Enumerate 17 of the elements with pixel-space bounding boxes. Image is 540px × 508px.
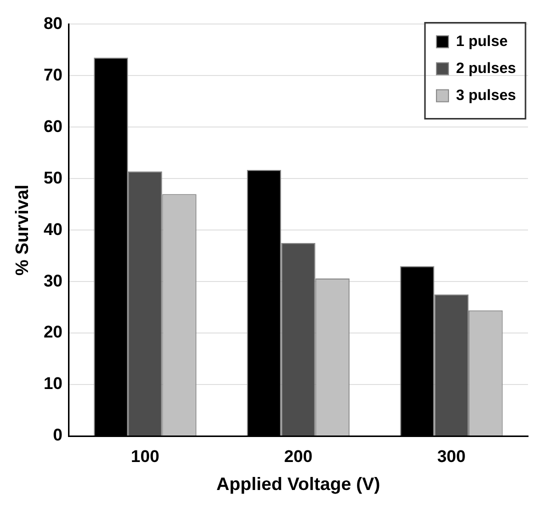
y-tick-label: 60: [44, 116, 63, 136]
legend-label: 2 pulses: [456, 60, 516, 77]
y-tick-label: 80: [44, 14, 63, 33]
y-tick-label: 0: [53, 426, 63, 445]
y-tick-label: 10: [44, 374, 63, 394]
x-axis-title: Applied Voltage (V): [216, 474, 380, 494]
y-tick-label: 20: [44, 322, 63, 342]
legend-label: 1 pulse: [456, 32, 508, 50]
y-tick-label: 70: [44, 65, 63, 84]
x-tick-label: 100: [130, 446, 160, 466]
y-tick-label: 30: [44, 271, 63, 290]
y-axis-title: % Survival: [12, 184, 32, 276]
x-tick-label: 300: [437, 446, 466, 466]
x-tick-label: 200: [284, 446, 312, 466]
legend-label: 3 pulses: [456, 86, 516, 104]
y-tick-label: 50: [44, 168, 63, 188]
y-tick-label: 40: [44, 220, 63, 239]
